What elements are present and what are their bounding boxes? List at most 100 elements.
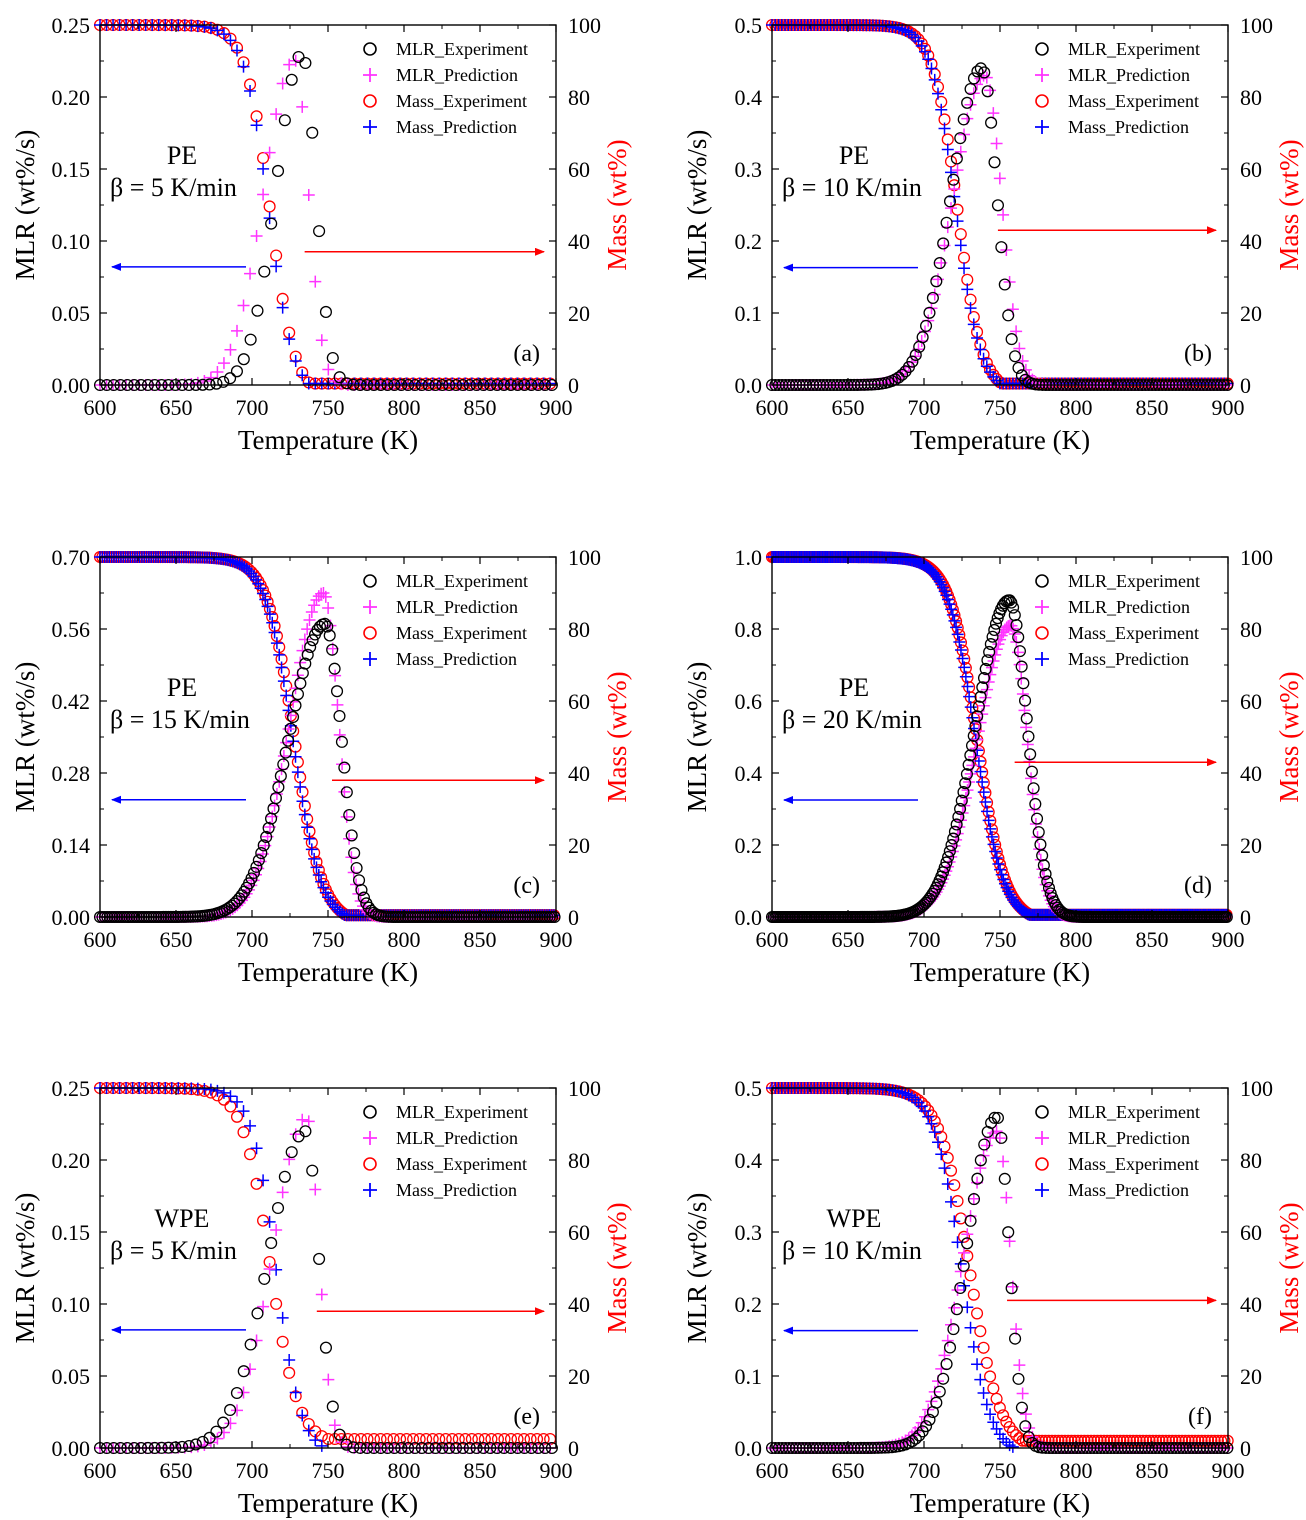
legend-label: MLR_Prediction	[1068, 65, 1190, 85]
data-point	[1036, 849, 1049, 862]
data-point	[244, 1119, 257, 1132]
data-point	[984, 638, 997, 651]
y-tick-label: 0.14	[52, 833, 91, 858]
data-point	[257, 839, 270, 852]
legend-label: MLR_Experiment	[1068, 571, 1200, 591]
data-point	[951, 203, 964, 216]
data-point	[992, 858, 1005, 871]
series-mlr-experiment	[765, 62, 1234, 392]
data-point	[348, 847, 361, 860]
data-point	[957, 1259, 970, 1272]
data-point	[296, 1113, 309, 1126]
data-point	[335, 735, 348, 748]
data-point	[1039, 867, 1052, 881]
data-point	[945, 839, 958, 852]
heating-rate-label: β = 20 K/min	[782, 705, 922, 734]
data-point	[182, 1439, 196, 1453]
data-point	[224, 372, 237, 385]
x-tick-label: 600	[84, 395, 117, 420]
data-point	[270, 249, 283, 262]
data-point	[993, 172, 1006, 185]
y2-tick-label: 80	[568, 85, 590, 110]
data-point	[987, 1416, 1000, 1429]
x-axis-label: Temperature (K)	[238, 425, 418, 455]
x-tick-label: 700	[908, 927, 941, 952]
data-point	[964, 749, 977, 762]
data-point	[283, 58, 296, 71]
data-point	[950, 621, 963, 634]
data-point	[990, 851, 1003, 864]
legend-marker	[1035, 574, 1049, 588]
data-point	[270, 108, 283, 121]
data-point	[1002, 885, 1015, 898]
data-point	[988, 156, 1001, 169]
y2-tick-label: 20	[568, 1364, 590, 1389]
y-tick-label: 0.25	[52, 1076, 91, 1101]
data-point	[230, 1110, 244, 1123]
y-tick-label: 1.0	[735, 545, 763, 570]
legend-label: MLR_Experiment	[1068, 39, 1200, 59]
data-point	[298, 808, 311, 821]
y2-tick-label: 20	[1240, 1364, 1262, 1389]
data-point	[299, 657, 312, 670]
x-tick-label: 650	[160, 927, 193, 952]
data-point	[282, 723, 295, 736]
legend-label: Mass_Prediction	[396, 649, 517, 669]
data-point	[1013, 1359, 1026, 1372]
data-point	[338, 761, 351, 774]
data-point	[224, 1403, 237, 1417]
data-point	[321, 620, 334, 633]
legend-marker	[363, 1105, 377, 1119]
data-point	[947, 1323, 960, 1336]
data-point	[296, 1409, 309, 1422]
data-point	[981, 85, 994, 98]
x-tick-label: 700	[908, 395, 941, 420]
data-point	[267, 802, 280, 815]
data-point	[326, 1400, 339, 1413]
data-point	[937, 237, 950, 250]
legend-marker	[363, 652, 377, 666]
data-point	[1002, 309, 1015, 322]
x-axis-label: Temperature (K)	[910, 957, 1090, 987]
data-point	[1005, 1282, 1018, 1295]
data-point	[967, 1288, 980, 1301]
data-point	[291, 756, 304, 769]
data-point	[940, 856, 953, 869]
x-tick-label: 900	[1212, 395, 1245, 420]
y2-tick-label: 20	[1240, 301, 1262, 326]
y-tick-label: 0.42	[52, 689, 91, 714]
data-point	[979, 662, 992, 676]
data-point	[204, 22, 217, 35]
y-tick-label: 0.10	[52, 229, 91, 254]
x-axis-label: Temperature (K)	[238, 1488, 418, 1518]
data-point	[211, 24, 224, 37]
data-point	[993, 1401, 1006, 1414]
y2-tick-label: 60	[1240, 157, 1262, 182]
y2-tick-label: 80	[1240, 1148, 1262, 1173]
data-point	[198, 20, 211, 33]
data-point	[945, 166, 958, 179]
data-point	[1022, 730, 1035, 743]
data-point	[964, 701, 977, 714]
series-mlr-prediction	[766, 1125, 1234, 1454]
data-point	[1003, 594, 1016, 607]
data-point	[244, 267, 257, 280]
data-point	[941, 1334, 954, 1347]
data-point	[988, 1111, 1001, 1124]
data-point	[278, 114, 291, 127]
x-tick-label: 800	[388, 927, 421, 952]
data-point	[957, 251, 971, 264]
y2-axis-label: Mass (wt%)	[602, 671, 632, 802]
data-point	[984, 1370, 997, 1383]
data-point	[312, 869, 325, 882]
legend-label: Mass_Experiment	[396, 623, 527, 643]
data-point	[318, 617, 331, 630]
data-point	[224, 1090, 237, 1103]
data-point	[958, 1279, 971, 1292]
legend-marker	[1035, 1157, 1049, 1171]
data-point	[313, 1252, 326, 1265]
data-point	[954, 802, 967, 815]
x-tick-label: 900	[1212, 927, 1245, 952]
data-point	[974, 62, 987, 75]
y2-tick-label: 0	[568, 1436, 579, 1461]
